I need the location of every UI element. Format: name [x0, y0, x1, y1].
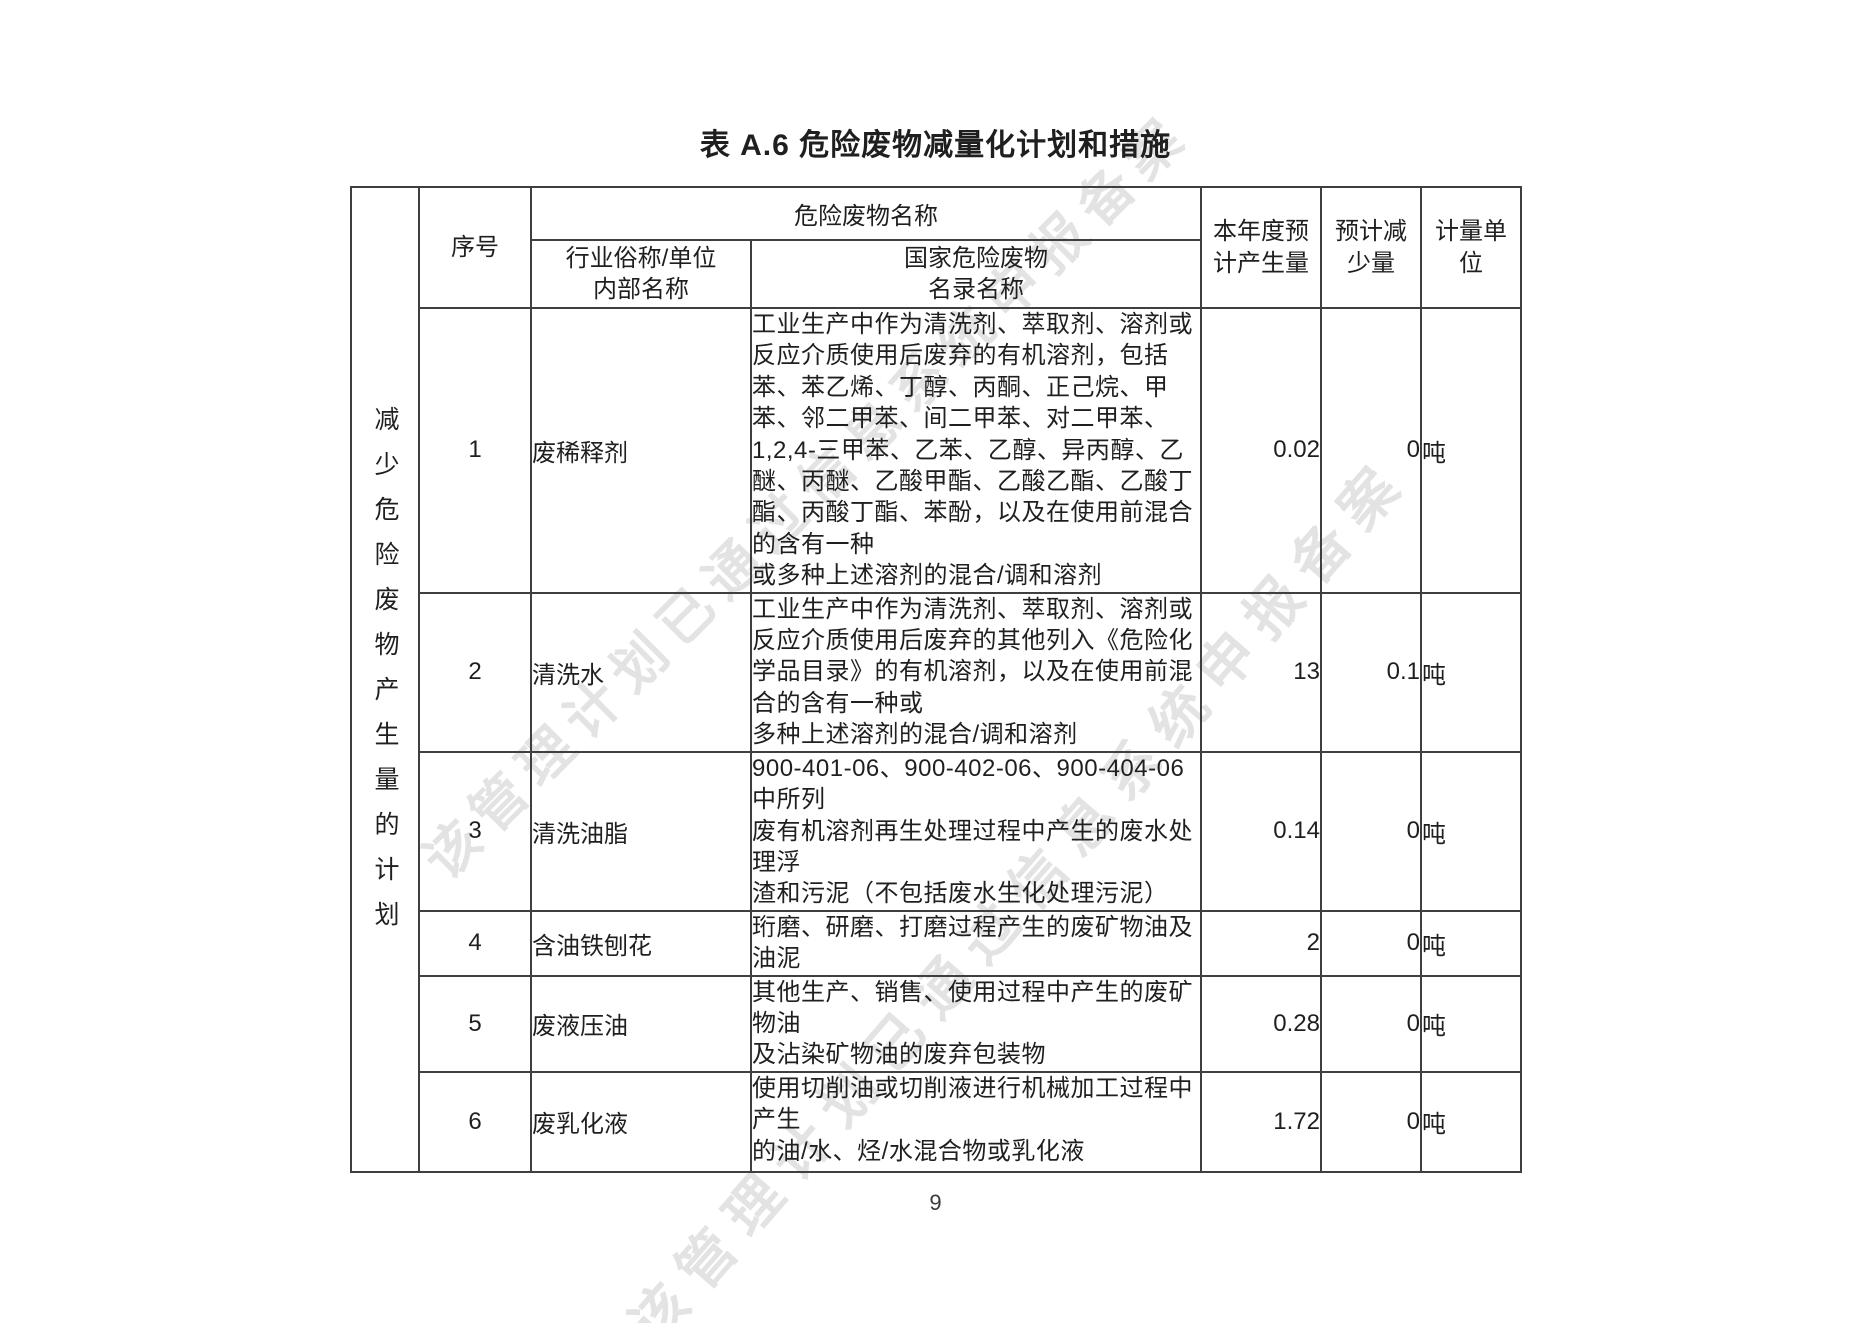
row-unit: 吨 [1420, 1070, 1522, 1173]
row-index: 1 [418, 307, 532, 594]
row-common-name: 废稀释剂 [530, 307, 752, 594]
row-reduction: 0.1 [1320, 591, 1422, 753]
row-national-name: 900-401-06、900-402-06、900-404-06 中所列 废有机… [750, 750, 1202, 912]
row-national-name: 珩磨、研磨、打磨过程产生的废矿物油及 油泥 [750, 909, 1202, 977]
row-index: 2 [418, 591, 532, 753]
header-expected-reduction: 预计减 少量 [1320, 186, 1422, 309]
page-number: 9 [929, 1190, 942, 1215]
row-generation: 0.28 [1200, 974, 1322, 1073]
row-national-name: 工业生产中作为清洗剂、萃取剂、溶剂或 反应介质使用后废弃的有机溶剂，包括 苯、苯… [750, 307, 1202, 594]
row-reduction: 0 [1320, 307, 1422, 594]
table-header-row-1: 减少危险废物产生量的计划 序号 危险废物名称 本年度预 计产生量 预计减 少量 … [350, 186, 1522, 1173]
row-unit: 吨 [1420, 909, 1522, 977]
row-unit: 吨 [1420, 307, 1522, 594]
row-generation: 0.14 [1200, 750, 1322, 912]
table-row: 1 废稀释剂 工业生产中作为清洗剂、萃取剂、溶剂或 反应介质使用后废弃的有机溶剂… [351, 307, 1522, 594]
row-generation: 1.72 [1200, 1070, 1322, 1173]
table-row: 2 清洗水 工业生产中作为清洗剂、萃取剂、溶剂或 反应介质使用后废弃的其他列入《… [351, 591, 1522, 753]
row-generation: 13 [1200, 591, 1322, 753]
row-generation: 0.02 [1200, 307, 1322, 594]
row-reduction: 0 [1320, 974, 1422, 1073]
header-common-name: 行业俗称/单位 内部名称 [530, 239, 752, 309]
row-reduction: 0 [1320, 750, 1422, 912]
side-label-cell: 减少危险废物产生量的计划 [350, 186, 420, 1173]
hazardous-waste-reduction-table: 减少危险废物产生量的计划 序号 危险废物名称 本年度预 计产生量 预计减 少量 … [350, 186, 1522, 1173]
row-reduction: 0 [1320, 1070, 1422, 1173]
row-national-name: 工业生产中作为清洗剂、萃取剂、溶剂或 反应介质使用后废弃的其他列入《危险化 学品… [750, 591, 1202, 753]
row-reduction: 0 [1320, 909, 1422, 977]
row-common-name: 清洗水 [530, 591, 752, 753]
row-unit: 吨 [1420, 591, 1522, 753]
row-generation: 2 [1200, 909, 1322, 977]
row-common-name: 含油铁刨花 [530, 909, 752, 977]
row-national-name: 使用切削油或切削液进行机械加工过程中 产生 的油/水、烃/水混合物或乳化液 [750, 1070, 1202, 1173]
row-index: 5 [418, 974, 532, 1073]
row-unit: 吨 [1420, 974, 1522, 1073]
header-expected-generation: 本年度预 计产生量 [1200, 186, 1322, 309]
row-common-name: 废乳化液 [530, 1070, 752, 1173]
table-row: 5 废液压油 其他生产、销售、使用过程中产生的废矿 物油 及沾染矿物油的废弃包装… [351, 974, 1522, 1073]
row-national-name: 其他生产、销售、使用过程中产生的废矿 物油 及沾染矿物油的废弃包装物 [750, 974, 1202, 1073]
table-row: 6 废乳化液 使用切削油或切削液进行机械加工过程中 产生 的油/水、烃/水混合物… [351, 1070, 1522, 1173]
header-unit: 计量单 位 [1420, 186, 1522, 309]
header-index: 序号 [418, 186, 532, 309]
header-national-name: 国家危险废物 名录名称 [750, 239, 1202, 309]
row-index: 4 [418, 909, 532, 977]
page-title: 表 A.6 危险废物减量化计划和措施 [699, 129, 1172, 162]
row-common-name: 废液压油 [530, 974, 752, 1073]
header-waste-name-group: 危险废物名称 [530, 186, 1202, 241]
table-header-row-2: 行业俗称/单位 内部名称 国家危险废物 名录名称 [351, 239, 1521, 309]
table-row: 3 清洗油脂 900-401-06、900-402-06、900-404-06 … [351, 750, 1522, 912]
row-common-name: 清洗油脂 [530, 750, 752, 912]
side-label-text: 减少危险废物产生量的计划 [371, 405, 399, 946]
table-row: 4 含油铁刨花 珩磨、研磨、打磨过程产生的废矿物油及 油泥 2 0 吨 [351, 909, 1522, 977]
row-index: 3 [418, 750, 532, 912]
row-index: 6 [418, 1070, 532, 1173]
row-unit: 吨 [1420, 750, 1522, 912]
